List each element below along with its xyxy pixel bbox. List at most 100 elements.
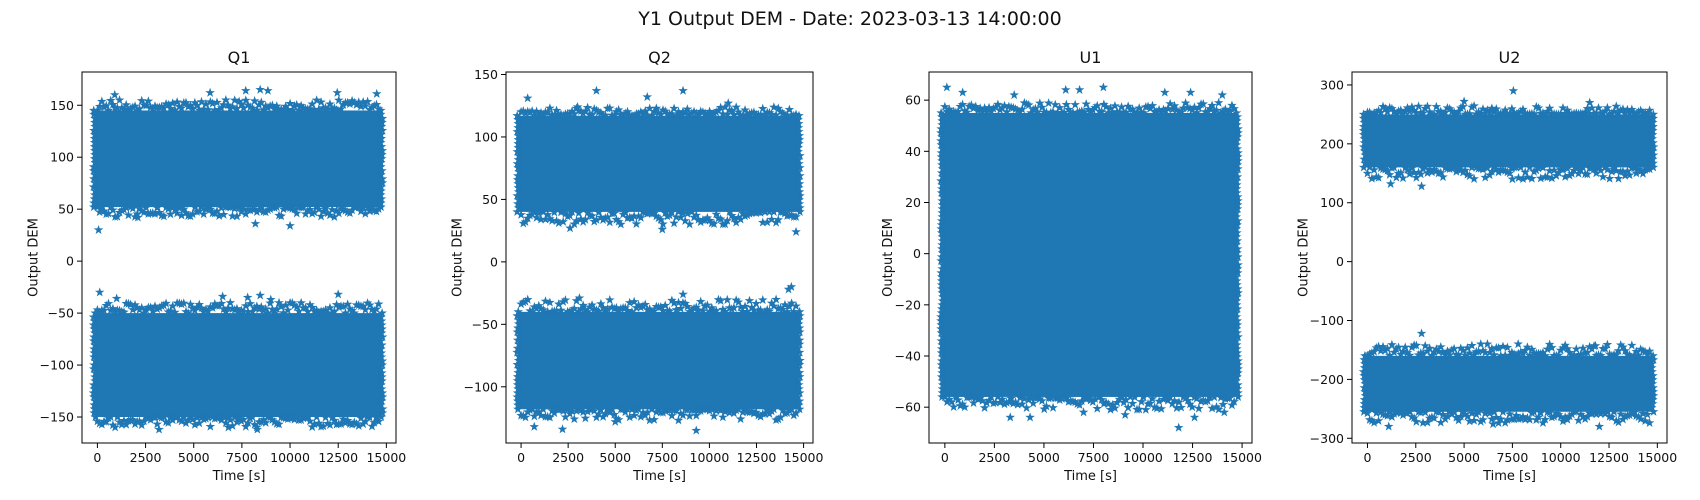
scatter-outlier — [1173, 422, 1184, 432]
axes-frame — [81, 71, 397, 444]
y-tick-label: 200 — [1320, 136, 1344, 151]
scatter-outlier — [1160, 87, 1170, 97]
scatter-outlier — [678, 85, 688, 95]
x-tick-label: 2500 — [978, 450, 1010, 465]
scatter-point — [1431, 101, 1442, 111]
y-axis-label: Output DEM — [27, 218, 42, 297]
y-tick-label: −100 — [464, 379, 498, 394]
x-axis-label: Time [s] — [212, 469, 266, 484]
scatter-outlier — [242, 292, 253, 302]
scatter-outlier — [1060, 84, 1071, 94]
scatter-outlier — [1009, 90, 1019, 100]
scatter-point — [1092, 403, 1102, 413]
scatter-outlier — [205, 87, 215, 97]
scatter-outlier — [94, 287, 105, 297]
scatter-point — [545, 297, 555, 307]
scatter-point — [1043, 98, 1054, 108]
scatter-outlier — [109, 89, 120, 99]
scatter-outlier — [1025, 412, 1035, 422]
scatter-outlier — [1078, 407, 1089, 417]
y-tick-label: 20 — [905, 195, 921, 210]
scatter-outlier — [522, 93, 533, 103]
x-tick-label: 0 — [93, 450, 101, 465]
subplot-u2: U2 0 2500 5000 7500 10000 12500 15000 −300 −200 −1… — [1297, 48, 1678, 484]
subplot-title: U2 — [1499, 48, 1521, 67]
scatter-band-core — [518, 311, 800, 410]
scatter-outlier — [1584, 97, 1595, 107]
scatter-outlier — [1416, 328, 1427, 338]
y-tick-label: 100 — [50, 150, 74, 165]
x-tick-label: 15000 — [366, 450, 406, 465]
scatter-outlier — [1488, 419, 1498, 429]
scatter-outlier — [1508, 85, 1519, 95]
scatter-outlier — [1189, 412, 1200, 422]
subplot-u1: U1 0 2500 5000 7500 10000 12500 15000 −60 −40 −20 0… — [881, 48, 1262, 484]
scatter-outlier — [591, 85, 602, 95]
y-tick-label: 50 — [482, 192, 498, 207]
x-tick-label: 0 — [517, 450, 525, 465]
scatter-point — [715, 295, 726, 305]
x-tick-label: 12500 — [1589, 450, 1629, 465]
scatter-outlier — [332, 87, 343, 97]
y-axis-label: Output DEM — [1297, 218, 1312, 297]
y-tick-label: 150 — [474, 67, 498, 82]
y-tick-label: −300 — [1310, 431, 1344, 446]
scatter-point — [1627, 340, 1637, 350]
x-axis-label: Time [s] — [1482, 469, 1536, 484]
y-axis-label: Output DEM — [881, 218, 896, 297]
scatter-outlier — [1005, 412, 1016, 422]
scatter-outlier — [285, 220, 295, 230]
x-tick-label: 12500 — [1173, 450, 1213, 465]
scatter-point — [1061, 99, 1072, 109]
scatter-outlier — [529, 421, 540, 431]
axes-frame — [505, 71, 814, 444]
x-tick-label: 2500 — [1400, 450, 1432, 465]
x-tick-label: 10000 — [1541, 450, 1581, 465]
scatter-band-core — [518, 115, 800, 212]
scatter-point — [605, 295, 615, 305]
x-tick-label: 7500 — [1078, 450, 1110, 465]
x-axis-label: Time [s] — [1063, 469, 1117, 484]
scatter-series — [1358, 85, 1659, 431]
scatter-band-core — [1364, 114, 1653, 168]
scatter-outlier — [250, 218, 261, 228]
scatter-outlier — [371, 88, 382, 98]
scatter-outlier — [557, 424, 568, 434]
x-tick-label: 10000 — [270, 450, 310, 465]
scatter-outlier — [333, 289, 343, 299]
x-axis-label: Time [s] — [632, 469, 686, 484]
scatter-outlier — [1185, 87, 1196, 97]
subplot-q2: Q2 0 2500 5000 7500 10000 12500 15000 −100 −50 0 50… — [451, 48, 824, 484]
scatter-point — [1116, 102, 1127, 112]
scatter-series — [512, 85, 805, 435]
x-tick-label: 0 — [941, 450, 949, 465]
scatter-outlier — [1217, 90, 1228, 100]
y-tick-label: 100 — [1320, 195, 1344, 210]
y-tick-label: −20 — [895, 297, 921, 312]
y-tick-label: −60 — [895, 400, 921, 415]
x-tick-label: 15000 — [1637, 450, 1677, 465]
y-tick-label: −50 — [472, 317, 498, 332]
y-tick-label: 0 — [1336, 254, 1344, 269]
x-tick-label: 5000 — [1448, 450, 1480, 465]
scatter-outlier — [957, 87, 968, 97]
scatter-point — [1180, 98, 1191, 108]
scatter-outlier — [657, 224, 668, 234]
scatter-point — [1081, 99, 1091, 109]
x-tick-label: 2500 — [130, 450, 162, 465]
scatter-point — [1533, 103, 1544, 113]
scatter-outlier — [263, 85, 273, 95]
scatter-series — [936, 82, 1243, 432]
scatter-outlier — [678, 289, 688, 299]
scatter-series — [88, 84, 388, 434]
x-tick-label: 2500 — [552, 450, 584, 465]
scatter-outlier — [217, 291, 228, 301]
subplot-q1: Q1 0 2500 5000 7500 10000 12500 15000 −150 −100 −5… — [27, 48, 407, 484]
y-tick-label: 60 — [905, 93, 921, 108]
scatter-outlier — [255, 290, 265, 300]
y-tick-label: 0 — [913, 246, 921, 261]
scatter-outlier — [1098, 82, 1109, 92]
y-tick-label: −200 — [1310, 372, 1344, 387]
